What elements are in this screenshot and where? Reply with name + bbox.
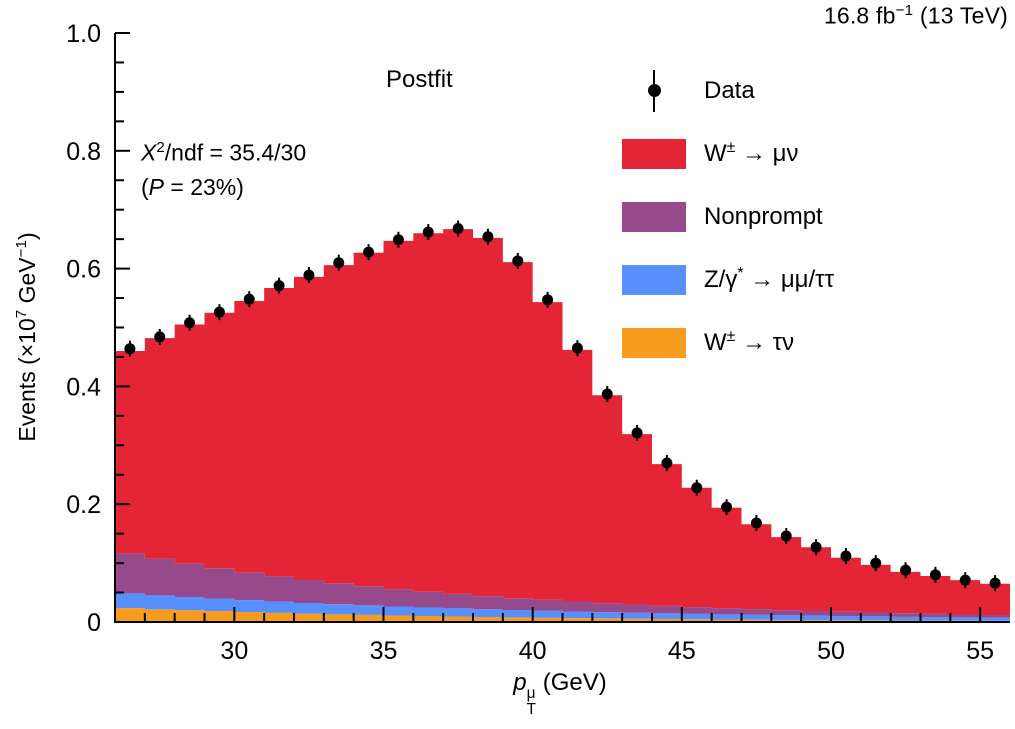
data-point: [542, 294, 554, 306]
data-point: [780, 530, 792, 542]
x-tick-label: 30: [220, 637, 248, 665]
data-point: [482, 231, 494, 243]
data-point: [571, 342, 583, 354]
data-point: [840, 550, 852, 562]
x-tick-label: 40: [519, 637, 547, 665]
series-wtaunu-area: [115, 608, 1010, 622]
data-point: [452, 223, 464, 235]
data-point: [959, 574, 971, 586]
legend-label-data: Data: [704, 76, 755, 104]
legend-label-wmunu: W± → μν: [704, 139, 799, 167]
y-tick-label: 0.6: [66, 256, 101, 284]
data-marker-icon: [622, 69, 686, 112]
y-tick-label: 0.2: [66, 491, 101, 519]
stacked-areas: [115, 229, 1010, 622]
legend-label-wtaunu: W± → τν: [704, 328, 795, 356]
data-point: [392, 234, 404, 246]
data-point: [303, 269, 315, 281]
wmunu-swatch-icon: [622, 138, 686, 169]
data-point: [124, 343, 136, 355]
legend-item-zgamma: Z/γ* → μμ/ττ: [622, 263, 834, 296]
chi-square-annotation: X2/ndf = 35.4/30 (P = 23%): [141, 131, 306, 204]
color-swatch: [622, 201, 686, 232]
nonprompt-swatch-icon: [622, 201, 686, 232]
legend: Data W± → μν Nonprompt Z/γ* → μμ/ττ W± → τν: [622, 69, 834, 389]
series-wmunu-area: [115, 229, 1010, 615]
x-tick-label: 50: [817, 637, 845, 665]
x-tick-label: 35: [370, 637, 398, 665]
data-point: [213, 306, 225, 318]
data-point: [929, 569, 941, 581]
chi2-line: X2/ndf = 35.4/30: [141, 139, 307, 166]
data-point: [273, 280, 285, 292]
y-axis-label: Events (×107 GeV−1): [13, 232, 40, 442]
luminosity-label: 16.8 fb−1 (13 TeV): [823, 2, 1008, 29]
data-point: [661, 457, 673, 469]
y-tick-label: 0.4: [66, 373, 101, 401]
legend-item-nonprompt: Nonprompt: [622, 200, 834, 233]
y-tick-label: 0.8: [66, 138, 101, 166]
pvalue-line: (P = 23%): [141, 173, 244, 200]
legend-item-data: Data: [622, 69, 834, 112]
legend-label-zgamma: Z/γ* → μμ/ττ: [704, 265, 835, 293]
data-point: [631, 427, 643, 439]
tick-marks: [115, 32, 982, 623]
data-point: [601, 388, 613, 400]
series-zgamma-area: [115, 593, 1010, 621]
data-points: [124, 220, 1001, 592]
data-point: [422, 226, 434, 238]
data-point: [512, 255, 524, 267]
plot-title: Postfit: [386, 66, 453, 93]
data-point: [243, 293, 255, 305]
legend-item-wtaunu: W± → τν: [622, 326, 834, 359]
data-point: [691, 482, 703, 494]
data-point: [810, 541, 822, 553]
data-point: [721, 501, 733, 513]
color-swatch: [622, 138, 686, 169]
data-point: [870, 557, 882, 569]
data-point: [363, 246, 375, 258]
data-point: [184, 317, 196, 329]
data-point: [154, 331, 166, 343]
legend-item-wmunu: W± → μν: [622, 137, 834, 170]
color-swatch: [622, 264, 686, 295]
data-point: [989, 577, 1001, 589]
tick-labels: 0 0.2 0.4 0.6 0.8 1.0 30 35 40 45 50 55: [66, 20, 994, 665]
series-nonprompt-area: [115, 553, 1010, 618]
wtaunu-swatch-icon: [622, 327, 686, 358]
y-tick-label: 0: [87, 609, 101, 637]
x-tick-label: 55: [966, 637, 994, 665]
legend-label-nonprompt: Nonprompt: [704, 202, 823, 230]
y-tick-label: 1.0: [66, 20, 101, 48]
x-tick-label: 45: [668, 637, 696, 665]
color-swatch: [622, 327, 686, 358]
data-point: [900, 564, 912, 576]
data-point: [333, 257, 345, 269]
data-point-icon: [647, 84, 661, 97]
zgamma-swatch-icon: [622, 264, 686, 295]
data-point: [750, 517, 762, 529]
